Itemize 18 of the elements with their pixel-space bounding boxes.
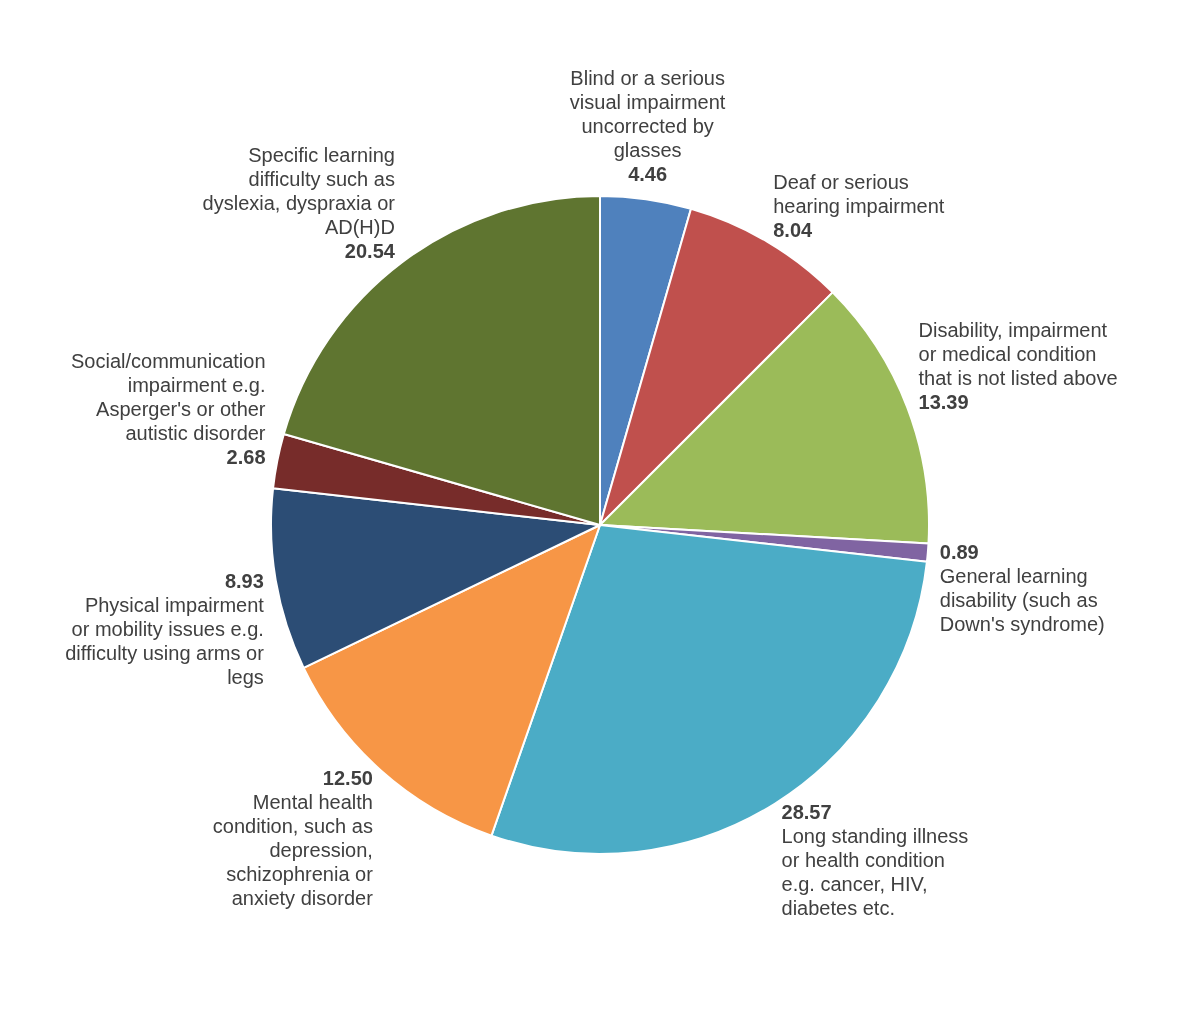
data-label: 28.57 [781, 801, 832, 824]
data-label: 8.04 [773, 218, 814, 241]
category-label: Blind or a serious visual impairment uncorrected by glasses [569, 66, 726, 161]
category-label: Disability, impairment or medical condition that is not listed above [918, 318, 1118, 389]
data-label: 2.68 [226, 446, 266, 469]
data-label: 20.54 [344, 240, 396, 263]
slice-label: Deaf or serious hearing impairment [773, 170, 945, 217]
category-label: Specific learning difficulty such as dyslexia, dyspraxia or AD(H)D [202, 144, 395, 239]
data-label: 4.46 [628, 162, 668, 185]
data-label: 8.93 [224, 569, 264, 592]
data-label: 13.39 [918, 390, 969, 413]
category-label: Social/communication impairment e.g. Asperger's or other autistic disorder [71, 350, 266, 445]
data-label: 12.50 [322, 766, 373, 789]
category-label: Long standing illness or health condition e.g. cancer, HIV, diabetes etc. [781, 825, 969, 920]
category-label: General learning disability (such as Down's syndrome) [939, 565, 1105, 636]
category-label: Mental health condition, such as depression, schizophrenia or anxiety disorder [212, 790, 373, 909]
category-label: Physical impairment or mobility issues e.g. difficulty using arms or legs [65, 593, 264, 688]
data-label: 0.89 [939, 541, 979, 564]
